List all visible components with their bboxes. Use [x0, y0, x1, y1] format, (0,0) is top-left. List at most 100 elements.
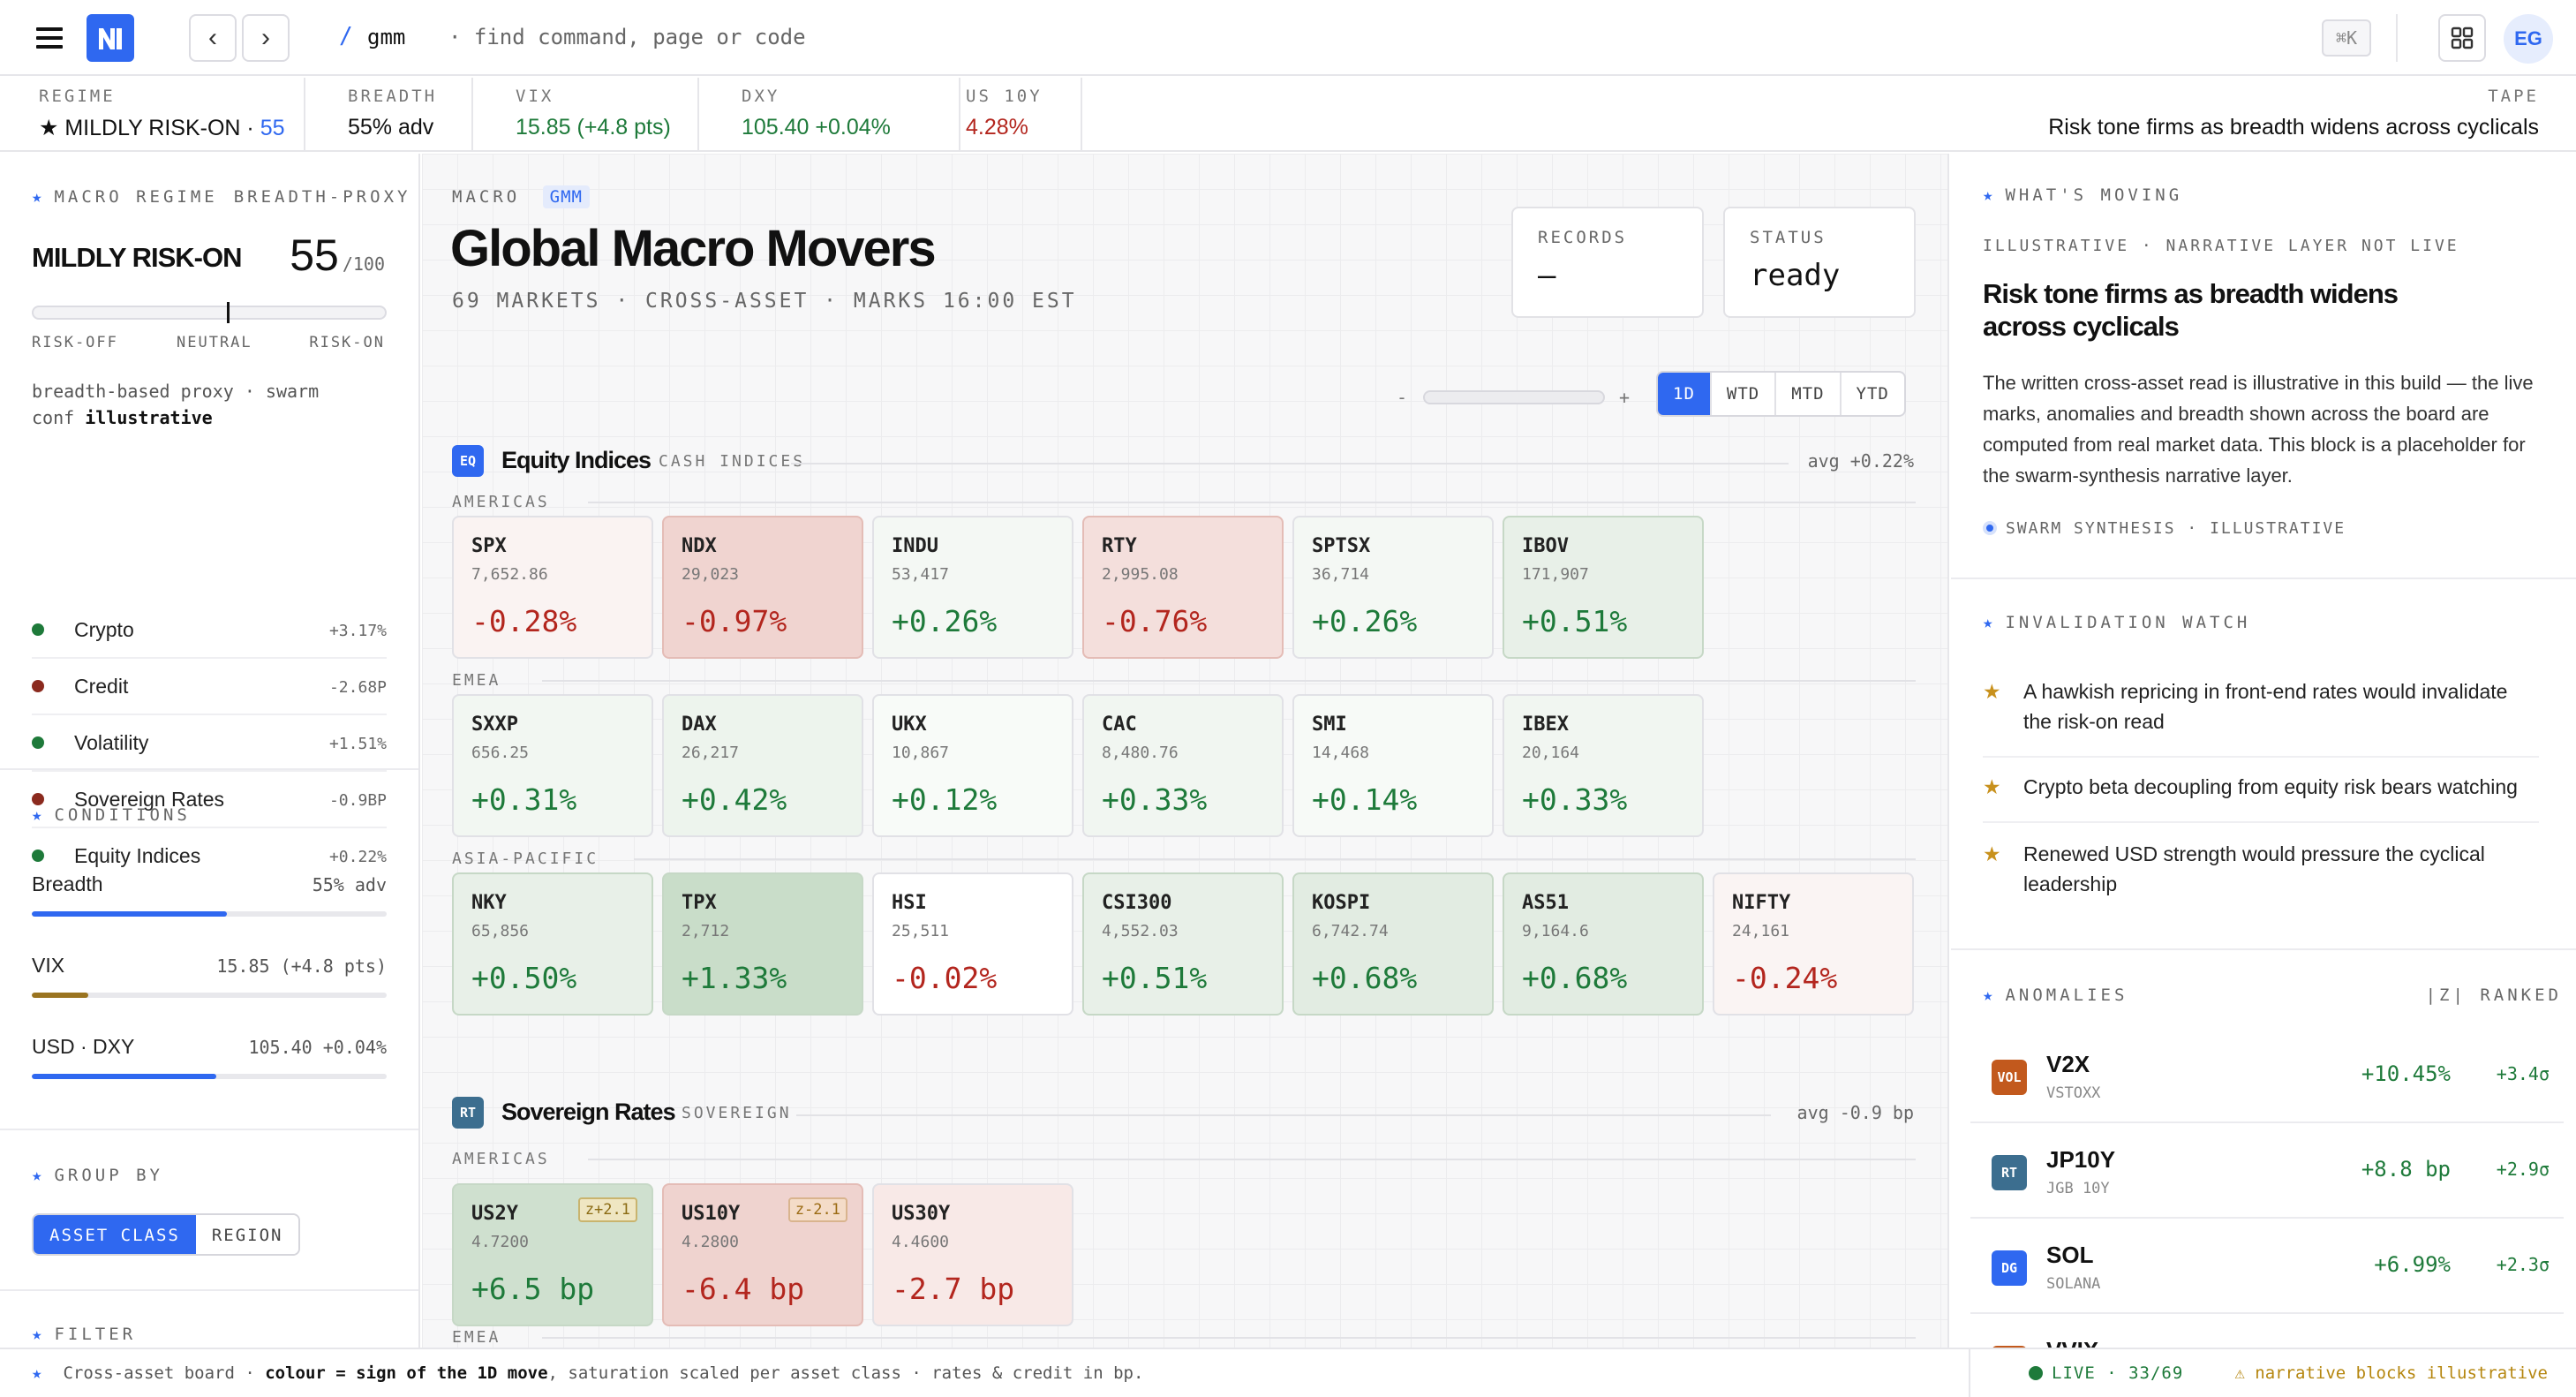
- tile-change: +0.12%: [892, 782, 998, 817]
- market-tile[interactable]: US2Y 4.7200 +6.5 bp z+2.1: [452, 1183, 653, 1326]
- command-search-input[interactable]: · find command, page or code: [448, 25, 806, 49]
- vix-stat[interactable]: VIX 15.85 (+4.8 pts): [473, 78, 699, 152]
- asset-class-row[interactable]: Crypto +3.17%: [32, 602, 387, 659]
- asset-class-row[interactable]: Sovereign Rates -0.9BP: [32, 772, 387, 828]
- tile-change: -0.28%: [471, 604, 577, 638]
- asset-class-row[interactable]: Volatility +1.51%: [32, 715, 387, 772]
- tile-change: -0.24%: [1732, 961, 1838, 995]
- breadcrumb[interactable]: gmm: [367, 25, 406, 49]
- market-tile[interactable]: TPX 2,712 +1.33%: [662, 872, 863, 1016]
- synthesis-note: SWARM SYNTHESIS · ILLUSTRATIVE: [1983, 519, 2346, 538]
- market-tile[interactable]: UKX 10,867 +0.12%: [872, 694, 1073, 837]
- tile-change: +0.31%: [471, 782, 577, 817]
- anomaly-zscore: +2.3σ: [2496, 1254, 2550, 1275]
- market-tile[interactable]: INDU 53,417 +0.26%: [872, 516, 1073, 659]
- breadth-stat[interactable]: BREADTH 55% adv: [305, 78, 473, 152]
- divider: [1951, 948, 2576, 950]
- tile-symbol: SXXP: [471, 714, 518, 736]
- user-avatar[interactable]: EG: [2504, 14, 2553, 64]
- asset-class-row[interactable]: Equity Indices +0.22%: [32, 828, 387, 885]
- rates-section-tag: SOVEREIGN: [682, 1104, 792, 1122]
- page-subtitle: 69 MARKETS · CROSS-ASSET · MARKS 16:00 E…: [452, 290, 1077, 313]
- back-button[interactable]: ‹: [189, 14, 237, 62]
- scale-label-right: RISK-ON: [309, 334, 385, 351]
- anomaly-row[interactable]: DG SOL SOLANA +6.99% +2.3σ: [1970, 1220, 2564, 1314]
- left-sidebar: ★ MACRO REGIME BREADTH-PROXY MILDLY RISK-O…: [0, 154, 420, 1348]
- market-tile[interactable]: IBOV 171,907 +0.51%: [1503, 516, 1704, 659]
- market-tile[interactable]: SMI 14,468 +0.14%: [1292, 694, 1494, 837]
- status-dot-icon: [32, 850, 44, 862]
- asset-class-value: +1.51%: [328, 735, 387, 753]
- anomaly-zscore: +3.4σ: [2496, 1063, 2550, 1084]
- region-label: EMEA: [452, 1328, 501, 1347]
- forward-button[interactable]: ›: [242, 14, 290, 62]
- rates-avg: avg -0.9 bp: [1796, 1102, 1914, 1123]
- anomaly-row[interactable]: VOL V2X VSTOXX +10.45% +3.4σ: [1970, 1030, 2564, 1123]
- asset-class-name: Credit: [74, 675, 129, 698]
- us10y-stat[interactable]: US 10Y 4.28%: [960, 78, 1082, 152]
- tile-price: 24,161: [1732, 922, 1790, 940]
- status-footer: ★ Cross-asset board · colour = sign of th…: [0, 1348, 2576, 1397]
- condition-bar: [32, 911, 387, 917]
- zoom-in-button[interactable]: +: [1619, 387, 1631, 408]
- period-mtd-button[interactable]: MTD: [1774, 373, 1839, 415]
- market-tile[interactable]: NDX 29,023 -0.97%: [662, 516, 863, 659]
- market-tile[interactable]: US10Y 4.2800 -6.4 bp z-2.1: [662, 1183, 863, 1326]
- market-tile[interactable]: NIFTY 24,161 -0.24%: [1713, 872, 1914, 1016]
- anomaly-symbol: VVIX: [2046, 1337, 2098, 1348]
- tile-price: 4.4600: [892, 1233, 950, 1251]
- app-logo[interactable]: [87, 14, 134, 62]
- market-tile[interactable]: US30Y 4.4600 -2.7 bp: [872, 1183, 1073, 1326]
- condition-bar-fill: [32, 1074, 217, 1079]
- market-tile[interactable]: NKY 65,856 +0.50%: [452, 872, 653, 1016]
- market-tile[interactable]: SXXP 656.25 +0.31%: [452, 694, 653, 837]
- condition-value: 105.40 +0.04%: [248, 1037, 387, 1058]
- live-indicator: LIVE · 33/69: [2029, 1363, 2183, 1383]
- anomaly-description: VSTOXX: [2046, 1084, 2101, 1102]
- tape-stat[interactable]: TAPE Risk tone firms as breadth widens a…: [2048, 87, 2539, 140]
- star-icon: ★: [1983, 680, 2001, 703]
- market-tile[interactable]: CSI300 4,552.03 +0.51%: [1082, 872, 1284, 1016]
- period-1d-button[interactable]: 1D: [1658, 373, 1710, 415]
- market-tile[interactable]: IBEX 20,164 +0.33%: [1503, 694, 1704, 837]
- market-tile[interactable]: AS51 9,164.6 +0.68%: [1503, 872, 1704, 1016]
- tile-price: 26,217: [682, 744, 740, 762]
- market-tile[interactable]: SPX 7,652.86 -0.28%: [452, 516, 653, 659]
- anomaly-change: +10.45%: [2361, 1061, 2451, 1086]
- regime-stat[interactable]: REGIME ★ MILDLY RISK-ON · 55: [0, 78, 305, 152]
- market-tile[interactable]: SPTSX 36,714 +0.26%: [1292, 516, 1494, 659]
- section-title-regime: ★ MACRO REGIME BREADTH-PROXY: [32, 187, 411, 207]
- status-dot-icon: [32, 680, 44, 692]
- market-tile[interactable]: KOSPI 6,742.74 +0.68%: [1292, 872, 1494, 1016]
- group-asset-class-button[interactable]: ASSET CLASS: [34, 1215, 196, 1254]
- anomaly-row[interactable]: VOL VVIX: [1970, 1316, 2564, 1348]
- grid-view-button[interactable]: [2438, 14, 2486, 62]
- star-icon: ★: [1983, 613, 1997, 632]
- regime-marker: [226, 302, 230, 323]
- dxy-stat[interactable]: DXY 105.40 +0.04%: [699, 78, 960, 152]
- tile-symbol: NKY: [471, 892, 507, 914]
- tile-symbol: AS51: [1522, 892, 1569, 914]
- group-region-button[interactable]: REGION: [195, 1215, 299, 1254]
- anomaly-change: +8.8 bp: [2361, 1157, 2451, 1182]
- asset-class-row[interactable]: Credit -2.68P: [32, 659, 387, 715]
- regime-stat-score: 55: [260, 116, 285, 140]
- zoom-slider[interactable]: [1423, 390, 1605, 404]
- market-tile[interactable]: HSI 25,511 -0.02%: [872, 872, 1073, 1016]
- zoom-out-button[interactable]: -: [1397, 387, 1408, 408]
- grid-icon: [2451, 26, 2474, 49]
- tile-change: +1.33%: [682, 961, 787, 995]
- menu-icon[interactable]: [32, 21, 67, 55]
- tile-price: 2,995.08: [1102, 565, 1179, 584]
- market-tile[interactable]: RTY 2,995.08 -0.76%: [1082, 516, 1284, 659]
- region-label: AMERICAS: [452, 493, 550, 511]
- asset-class-value: +0.22%: [328, 848, 387, 866]
- anomaly-row[interactable]: RT JP10Y JGB 10Y +8.8 bp +2.9σ: [1970, 1125, 2564, 1219]
- section-title-whats-moving: ★ WHAT'S MOVING: [1983, 185, 2183, 205]
- section-title-invalidation: ★ INVALIDATION WATCH: [1983, 613, 2251, 632]
- period-wtd-button[interactable]: WTD: [1709, 373, 1774, 415]
- period-ytd-button[interactable]: YTD: [1839, 373, 1904, 415]
- market-tile[interactable]: DAX 26,217 +0.42%: [662, 694, 863, 837]
- tile-change: +0.14%: [1312, 782, 1418, 817]
- market-tile[interactable]: CAC 8,480.76 +0.33%: [1082, 694, 1284, 837]
